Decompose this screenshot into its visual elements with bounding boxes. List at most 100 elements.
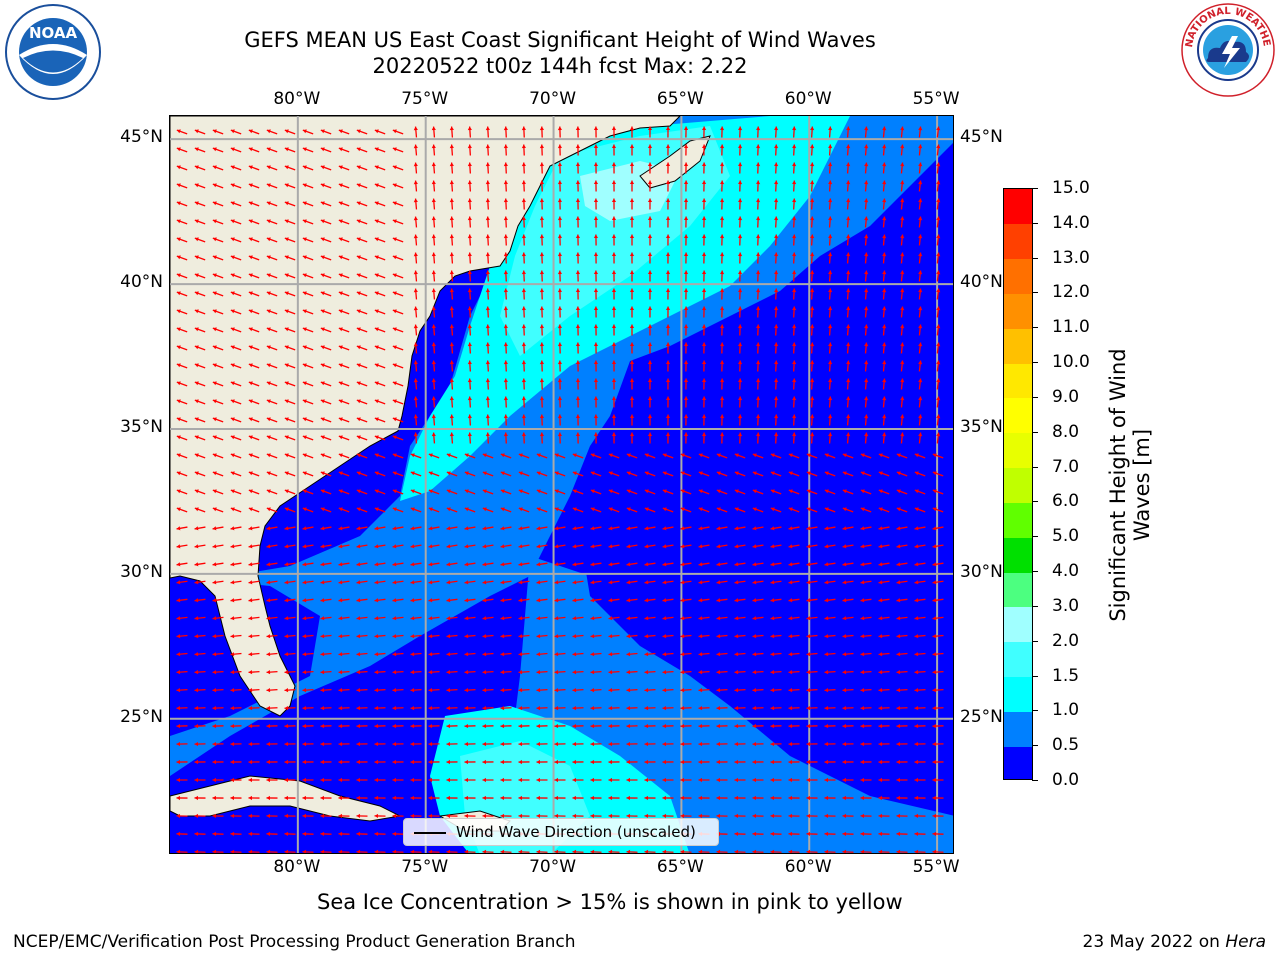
wave-arrow [698,489,710,495]
wave-arrow [719,360,725,372]
wave-arrow [878,759,890,765]
wave-arrow [266,165,278,171]
wave-arrow [176,453,188,459]
wave-arrow [644,795,656,801]
wave-arrow [212,237,224,243]
wave-arrow [860,670,872,675]
wave-arrow [212,507,224,513]
wave-arrow [338,795,350,801]
wave-arrow [737,144,743,156]
wave-arrow [194,255,206,261]
wave-arrow [698,795,710,801]
wave-arrow [284,831,296,837]
wave-arrow [356,363,368,369]
wave-arrow [557,306,563,318]
wave-arrow [608,795,620,801]
wave-arrow [338,399,350,405]
wave-arrow [575,342,581,354]
wave-arrow [302,435,314,441]
wave-arrow [467,360,472,372]
wave-arrow [914,580,926,585]
wave-arrow [266,453,278,459]
wave-arrow [557,162,563,174]
tick-label: 65°W [656,89,704,109]
footer-host: Hera [1225,932,1266,952]
wave-arrow [806,544,818,549]
wave-arrow [302,183,314,189]
wave-arrow [719,180,725,192]
wave-arrow [629,414,635,426]
wave-arrow [230,345,242,351]
wave-arrow [518,507,530,513]
wave-arrow [590,562,602,567]
wave-arrow [431,252,436,264]
wave-arrow [698,580,710,585]
wave-arrow [698,634,710,639]
wave-arrow [846,126,851,138]
wave-arrow [230,544,242,549]
wave-arrow [824,652,836,657]
wave-arrow [734,849,746,853]
wave-arrow [338,489,350,495]
tick-label: 65°W [656,857,704,877]
wave-arrow [810,360,815,372]
wave-arrow [503,288,508,300]
wave-arrow [230,471,242,477]
legend-label: Wind Wave Direction (unscaled) [456,823,696,841]
wave-arrow [824,526,836,531]
wave-arrow [698,670,710,675]
wave-arrow [719,198,725,210]
wave-arrow [320,273,332,279]
wave-arrow [755,162,761,174]
wave-arrow [248,706,260,711]
wave-arrow [846,360,851,372]
wave-arrow [719,342,725,354]
wave-arrow [792,198,797,210]
wave-arrow [716,813,728,819]
wave-arrow [878,634,890,639]
wave-arrow [230,795,242,801]
wave-arrow [431,396,436,408]
wave-arrow [882,414,887,426]
wave-arrow [932,562,944,567]
wave-arrow [806,706,818,711]
wave-arrow [464,688,476,693]
wave-arrow [770,759,782,765]
wave-arrow [629,234,635,246]
wave-arrow [590,616,602,621]
colorbar-segment [1004,746,1032,779]
wave-arrow [284,183,296,189]
wave-arrow [644,489,656,495]
wave-arrow [356,831,368,837]
wave-arrow [284,237,296,243]
wave-arrow [194,580,206,585]
wave-arrow [338,309,350,315]
wave-arrow [824,544,836,549]
wave-arrow [554,489,566,495]
wave-arrow [593,144,599,156]
wave-arrow [665,414,671,426]
wave-arrow [446,741,458,747]
wave-arrow [392,363,404,369]
wave-arrow [284,147,296,153]
wave-arrow [446,562,458,567]
wave-arrow [914,831,926,837]
wave-arrow [554,741,566,747]
wave-arrow [846,252,851,264]
colorbar-segment [1004,293,1032,329]
colorbar-tick-label: 11.0 [1052,317,1090,338]
wave-arrow [536,580,548,585]
wave-arrow [392,435,404,441]
wave-arrow [792,180,797,192]
wave-arrow [590,723,602,729]
wave-arrow [792,432,797,444]
wave-arrow [212,309,224,315]
wave-arrow [611,198,617,210]
wave-arrow [719,162,725,174]
wave-arrow [936,126,941,138]
wave-arrow [500,795,512,801]
wave-arrow [518,544,530,549]
wave-arrow [662,652,674,657]
wave-arrow [608,759,620,765]
wave-arrow [737,288,743,300]
